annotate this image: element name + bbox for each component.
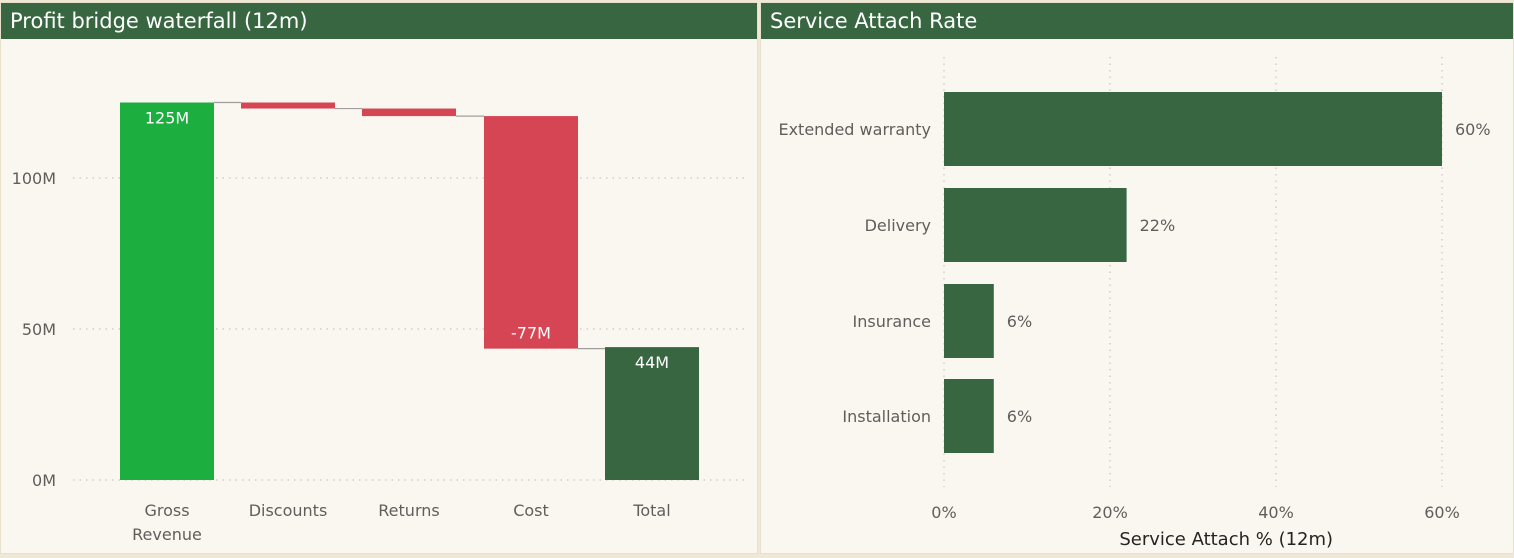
y-tick-label: 0M xyxy=(32,471,56,490)
x-tick-label: Gross xyxy=(144,501,189,520)
attach-rate-title: Service Attach Rate xyxy=(761,3,1513,39)
x-tick-label: 60% xyxy=(1424,503,1460,522)
x-axis-title: Service Attach % (12m) xyxy=(1119,529,1333,550)
x-tick-label: 20% xyxy=(1092,503,1128,522)
attach-bar xyxy=(944,379,994,453)
attach-bar xyxy=(944,284,994,358)
waterfall-bar xyxy=(362,108,456,117)
x-tick-label: Discounts xyxy=(249,501,328,520)
y-tick-label: 50M xyxy=(22,320,56,339)
y-category-label: Insurance xyxy=(853,312,932,331)
attach-data-label: 6% xyxy=(1007,312,1032,331)
attach-rate-chart: 0% 20% 40% 60% Extended warranty 60% Delivery 2… xyxy=(778,57,1491,550)
waterfall-bar xyxy=(605,347,699,480)
waterfall-bar xyxy=(484,116,578,349)
y-tick-label: 100M xyxy=(12,169,56,188)
attach-data-label: 60% xyxy=(1455,120,1491,139)
waterfall-bar xyxy=(120,102,214,480)
x-tick-label: 40% xyxy=(1258,503,1294,522)
y-category-label: Installation xyxy=(842,407,931,426)
y-category-label: Extended warranty xyxy=(778,120,931,139)
y-category-label: Delivery xyxy=(865,216,931,235)
waterfall-panel: Profit bridge waterfall (12m) 0M 50M 100M 1… xyxy=(0,2,758,554)
x-tick-label: Total xyxy=(632,501,670,520)
attach-data-label: 6% xyxy=(1007,407,1032,426)
x-tick-label: Revenue xyxy=(132,525,202,544)
waterfall-chart: 0M 50M 100M 125M Gross Revenue Discounts Return… xyxy=(12,101,749,544)
attach-data-label: 22% xyxy=(1140,216,1176,235)
waterfall-title: Profit bridge waterfall (12m) xyxy=(1,3,757,39)
waterfall-data-label: 125M xyxy=(145,109,189,128)
attach-bar xyxy=(944,188,1127,262)
x-tick-label: Cost xyxy=(513,501,549,520)
x-tick-label: Returns xyxy=(378,501,439,520)
waterfall-bar xyxy=(241,102,335,109)
waterfall-data-label: -77M xyxy=(511,324,551,343)
attach-bar xyxy=(944,92,1442,166)
x-tick-label: 0% xyxy=(931,503,956,522)
attach-rate-panel: Service Attach Rate 0% 20% 40% 60% Extended … xyxy=(760,2,1514,554)
waterfall-data-label: 44M xyxy=(635,353,669,372)
